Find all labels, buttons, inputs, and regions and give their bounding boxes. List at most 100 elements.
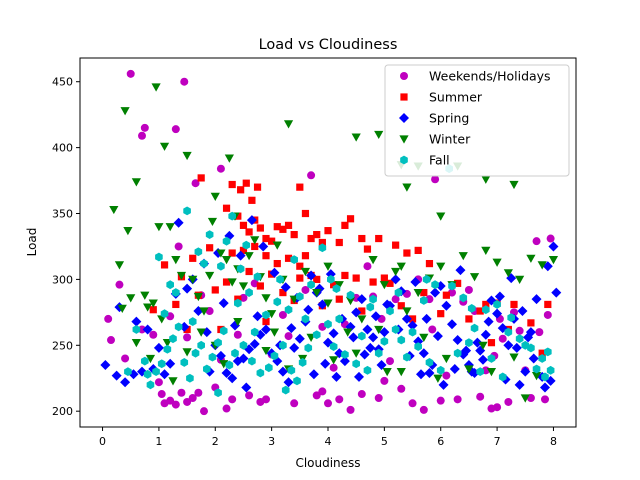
- data-point-summer: [403, 249, 411, 257]
- data-point-spring: [455, 265, 466, 276]
- data-point-weekends-holidays: [180, 77, 189, 86]
- data-point-weekends-holidays: [391, 295, 400, 304]
- data-point-winter: [351, 349, 361, 358]
- data-point-summer: [296, 183, 304, 191]
- data-point-winter: [126, 294, 136, 303]
- data-point-weekends-holidays: [233, 330, 242, 339]
- data-point-summer: [248, 196, 256, 204]
- y-axis: 200 250 300 350 400 450: [52, 76, 80, 418]
- data-point-winter: [312, 288, 322, 298]
- data-point-weekends-holidays: [532, 237, 541, 246]
- data-point-winter: [515, 275, 525, 284]
- data-point-summer: [392, 241, 400, 249]
- data-point-winter: [269, 328, 280, 337]
- data-point-winter: [244, 252, 254, 261]
- data-point-weekends-holidays: [515, 326, 524, 335]
- data-point-winter: [396, 262, 406, 271]
- y-tick-label: 400: [52, 142, 73, 155]
- data-point-fall: [124, 367, 132, 377]
- data-point-weekends-holidays: [183, 333, 192, 342]
- data-point-winter: [120, 107, 130, 116]
- legend-box: [384, 64, 570, 177]
- legend-item-fall: Fall: [400, 153, 450, 168]
- data-point-winter: [436, 212, 446, 221]
- data-point-winter: [492, 258, 502, 267]
- data-point-spring: [531, 294, 542, 305]
- data-point-summer: [284, 254, 293, 262]
- data-point-spring: [416, 369, 426, 380]
- data-point-winter: [193, 292, 203, 302]
- data-point-summer: [352, 274, 360, 282]
- data-point-weekends-holidays: [453, 395, 462, 404]
- legend-item-spring: Spring: [399, 111, 469, 126]
- x-tick-label: 7: [494, 435, 501, 448]
- data-point-summer: [510, 300, 518, 309]
- data-point-spring: [511, 342, 522, 353]
- data-point-winter: [283, 120, 294, 129]
- data-point-fall: [420, 296, 428, 305]
- data-point-spring: [215, 350, 226, 361]
- chart-title: Load vs Cloudiness: [259, 37, 398, 53]
- data-point-weekends-holidays: [476, 392, 485, 401]
- y-axis-label: Load: [25, 228, 39, 257]
- data-point-spring: [173, 217, 184, 228]
- data-point-spring: [351, 307, 362, 318]
- data-point-spring: [280, 282, 291, 293]
- data-point-fall: [169, 334, 177, 344]
- data-point-fall: [335, 314, 344, 324]
- data-point-weekends-holidays: [228, 395, 237, 404]
- data-point-fall: [236, 264, 245, 274]
- data-point-winter: [469, 273, 480, 282]
- data-point-spring: [100, 360, 111, 371]
- data-point-fall: [544, 347, 552, 357]
- data-point-summer: [380, 274, 388, 282]
- legend-label-summer: Summer: [429, 90, 483, 105]
- data-point-summer: [279, 288, 287, 297]
- data-point-summer: [242, 179, 250, 187]
- data-point-summer: [476, 307, 484, 315]
- data-point-spring: [365, 342, 376, 353]
- data-point-spring: [303, 304, 314, 315]
- data-point-spring: [227, 373, 238, 384]
- data-point-summer: [425, 259, 434, 268]
- data-point-winter: [267, 310, 277, 319]
- data-point-winter: [145, 354, 156, 364]
- data-point-winter: [402, 183, 412, 192]
- data-point-winter: [351, 133, 361, 142]
- data-point-weekends-holidays: [318, 387, 327, 396]
- data-point-fall: [363, 365, 372, 375]
- data-point-winter: [210, 192, 220, 201]
- data-point-weekends-holidays: [104, 314, 113, 323]
- data-point-winter: [402, 307, 412, 316]
- data-point-winter: [323, 299, 333, 308]
- data-point-weekends-holidays: [307, 171, 316, 180]
- data-point-spring: [182, 283, 193, 294]
- data-point-weekends-holidays: [171, 400, 180, 409]
- data-point-spring: [269, 267, 280, 278]
- data-point-spring: [401, 313, 412, 324]
- data-point-fall: [298, 358, 307, 367]
- data-point-winter: [509, 180, 519, 190]
- data-point-fall: [214, 338, 222, 348]
- data-point-fall: [465, 338, 473, 348]
- data-point-summer: [538, 349, 546, 357]
- data-point-weekends-holidays: [157, 390, 166, 399]
- data-point-fall: [270, 351, 279, 361]
- data-point-summer: [296, 262, 304, 270]
- data-point-summer: [222, 204, 231, 212]
- data-point-winter: [374, 325, 384, 335]
- legend-label-weekends-holidays: Weekends/Holidays: [429, 69, 551, 84]
- data-point-weekends-holidays: [546, 234, 555, 243]
- data-point-spring: [362, 324, 373, 335]
- data-point-fall: [234, 298, 242, 308]
- data-point-summer: [268, 237, 276, 245]
- data-point-spring: [294, 333, 305, 344]
- data-point-spring: [308, 369, 319, 380]
- data-point-fall: [273, 297, 282, 307]
- data-point-summer: [183, 325, 191, 334]
- data-point-summer: [172, 300, 180, 309]
- data-point-winter: [114, 261, 125, 270]
- data-point-spring: [478, 354, 488, 365]
- data-point-winter: [224, 154, 234, 163]
